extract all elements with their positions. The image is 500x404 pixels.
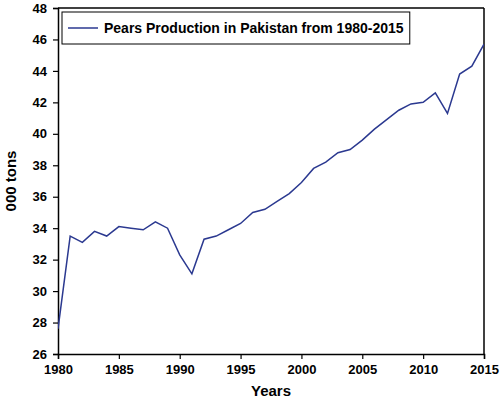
tick-mark — [53, 39, 58, 40]
axis-line — [59, 355, 485, 360]
tick-mark — [423, 354, 424, 359]
tick: 26 — [33, 347, 58, 362]
tick-label: 30 — [33, 284, 47, 299]
chart: 1980 1985 1990 1995 2000 2005 2010 2015 26 28 30 32… — [0, 0, 500, 404]
tick-label: 26 — [33, 347, 47, 362]
tick: 38 — [33, 158, 58, 173]
tick-label: 1985 — [105, 362, 134, 377]
tick-mark — [119, 354, 120, 359]
tick: 2000 — [287, 354, 316, 377]
plot-frame — [483, 8, 485, 354]
tick-mark — [362, 354, 363, 359]
tick: 1980 — [44, 354, 73, 377]
tick-mark — [53, 134, 58, 135]
tick: 46 — [33, 32, 58, 47]
series-line — [58, 44, 484, 329]
tick-mark — [53, 354, 58, 355]
tick-label: 2000 — [287, 362, 316, 377]
tick-label: 46 — [33, 32, 47, 47]
tick-mark — [53, 102, 58, 103]
series-group — [58, 44, 484, 329]
tick-label: 38 — [33, 158, 47, 173]
tick-mark — [53, 291, 58, 292]
y-axis-title: 000 tons — [2, 151, 19, 212]
tick-label: 34 — [33, 221, 48, 236]
plot-area: 1980 1985 1990 1995 2000 2005 2010 2015 26 28 30 32… — [33, 1, 499, 378]
tick-label: 1995 — [227, 362, 256, 377]
tick: 48 — [33, 1, 58, 16]
tick-mark — [53, 8, 58, 9]
tick-label: 36 — [33, 189, 47, 204]
tick-mark — [240, 354, 241, 359]
tick: 1990 — [166, 354, 195, 377]
tick-label: 2005 — [348, 362, 377, 377]
tick-mark — [53, 322, 58, 323]
y-axis: 26 28 30 32 34 36 38 40 42 44 46 48 — [33, 1, 59, 362]
tick-mark — [53, 260, 58, 261]
tick: 1985 — [105, 354, 134, 377]
tick-label: 48 — [33, 1, 47, 16]
tick-label: 40 — [33, 126, 47, 141]
legend-item: Pears Production in Pakistan from 1980-2… — [68, 20, 404, 36]
tick-mark — [53, 228, 58, 229]
tick: 30 — [33, 284, 58, 299]
tick: 42 — [33, 95, 58, 110]
plot-frame — [58, 7, 484, 9]
tick-label: 44 — [33, 64, 48, 79]
tick-label: 2015 — [470, 362, 499, 377]
tick: 2015 — [470, 354, 499, 377]
tick-label: 1990 — [166, 362, 195, 377]
tick: 34 — [33, 221, 58, 236]
tick-label: 28 — [33, 315, 47, 330]
x-axis: 1980 1985 1990 1995 2000 2005 2010 2015 — [44, 354, 499, 377]
tick: 32 — [33, 252, 58, 267]
tick-mark — [180, 354, 181, 359]
legend-label: Pears Production in Pakistan from 1980-2… — [104, 20, 404, 36]
legend-box — [62, 12, 410, 44]
legend-swatch — [68, 27, 98, 29]
tick: 28 — [33, 315, 58, 330]
tick-label: 32 — [33, 252, 47, 267]
axis-line — [53, 9, 59, 355]
tick-mark — [484, 354, 485, 359]
tick-label: 2010 — [409, 362, 438, 377]
tick: 1995 — [227, 354, 256, 377]
tick: 40 — [33, 126, 58, 141]
tick: 2005 — [348, 354, 377, 377]
tick-mark — [53, 71, 58, 72]
tick-label: 42 — [33, 95, 47, 110]
tick-mark — [301, 354, 302, 359]
tick: 2010 — [409, 354, 438, 377]
tick-mark — [53, 165, 58, 166]
tick-mark — [53, 197, 58, 198]
tick: 44 — [33, 64, 58, 79]
legend: Pears Production in Pakistan from 1980-2… — [62, 12, 410, 44]
tick-label: 1980 — [44, 362, 73, 377]
tick: 36 — [33, 189, 58, 204]
x-axis-title: Years — [251, 382, 291, 399]
